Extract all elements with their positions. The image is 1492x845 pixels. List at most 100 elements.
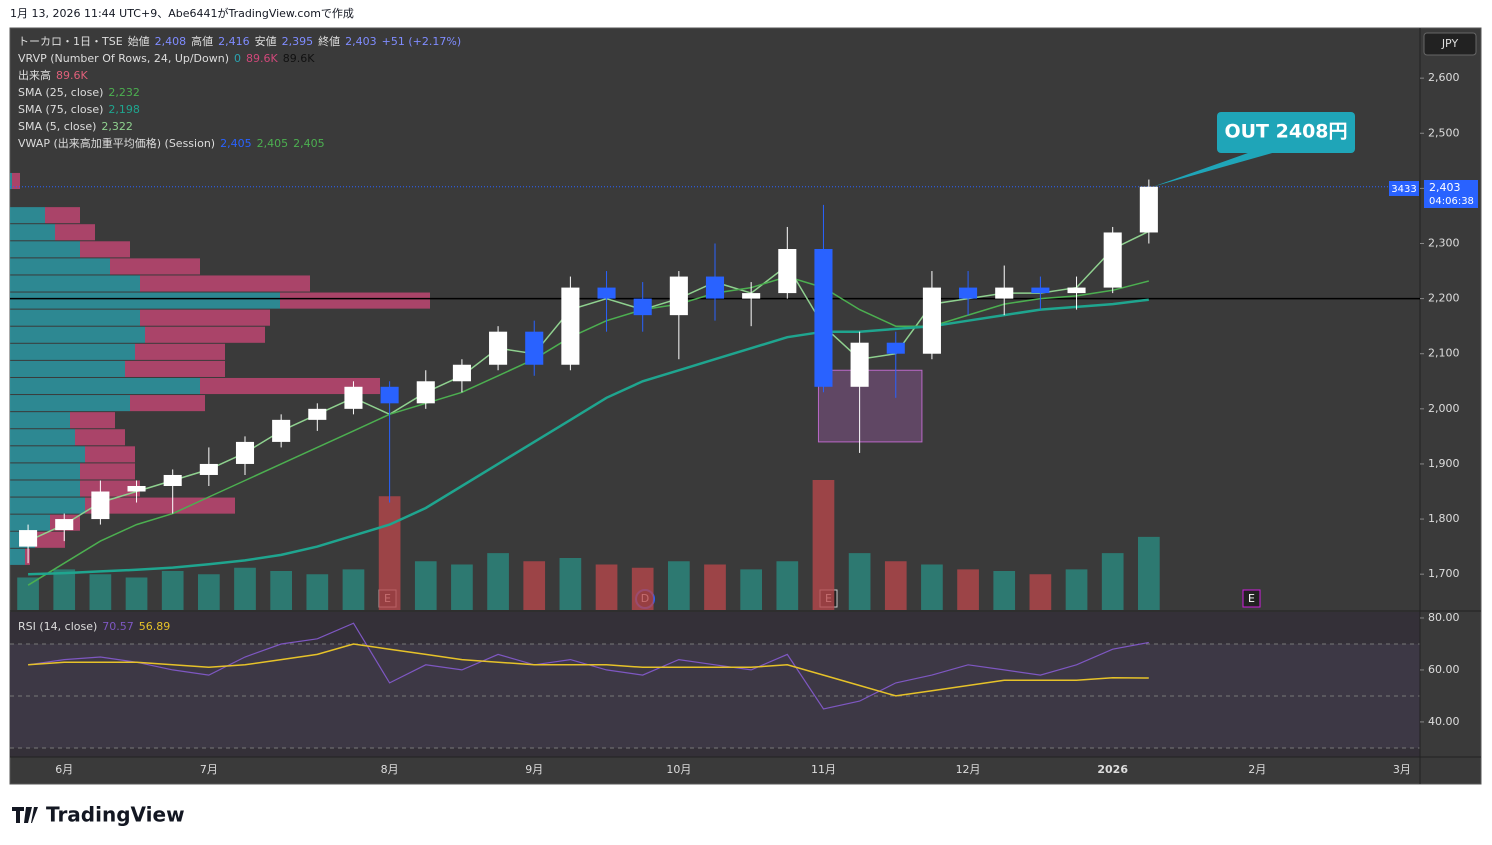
candle-body	[995, 287, 1014, 299]
volume-bar	[993, 571, 1016, 610]
y-tick-label: 2,100	[1428, 347, 1460, 360]
volume-bar	[1138, 536, 1160, 610]
candle-body	[1139, 186, 1158, 233]
legend-text: VRVP (Number Of Rows, 24, Up/Down)	[18, 52, 229, 65]
profile-up	[10, 224, 55, 241]
rsi-ma-line	[28, 643, 1149, 697]
profile-down	[135, 343, 225, 360]
x-tick-label: 11月	[811, 763, 836, 776]
legend-text: 終値	[318, 34, 340, 48]
candle-body	[1067, 287, 1086, 294]
volume-bar	[487, 553, 509, 610]
y-tick-label: 1,700	[1428, 567, 1460, 580]
profile-down	[140, 275, 310, 292]
candle-body	[561, 287, 580, 365]
profile-up	[10, 395, 130, 412]
profile-up	[10, 412, 70, 429]
sma-line	[27, 275, 1149, 586]
logo: TradingView	[12, 803, 185, 827]
volume-bar	[595, 564, 618, 610]
header: 1月 13, 2026 11:44 UTC+9、Abe6441がTradingV…	[10, 6, 354, 20]
volume-bar	[631, 567, 654, 610]
profile-down	[280, 292, 430, 309]
profile-down	[70, 412, 115, 429]
candle-body	[778, 249, 797, 294]
x-tick-label: 3月	[1393, 763, 1411, 776]
legend-text: 2,416	[218, 35, 250, 48]
candle-body	[525, 331, 544, 365]
x-tick-label: 8月	[381, 763, 399, 776]
legend-text: 安値	[255, 34, 277, 48]
legend-text: 0	[234, 52, 241, 65]
candle-body	[199, 463, 218, 475]
legend-text: SMA (5, close)	[18, 120, 96, 133]
candle-body	[235, 441, 255, 464]
y-tick-label: 2,200	[1428, 292, 1460, 305]
y-tick-label: 2,000	[1428, 402, 1460, 415]
candle-body	[886, 342, 905, 354]
legend-text: 56.89	[139, 620, 171, 633]
profile-down	[45, 207, 80, 224]
volume-bar	[414, 561, 437, 610]
candle-body	[452, 364, 471, 382]
legend-text: 70.57	[102, 620, 134, 633]
profile-up	[10, 292, 280, 309]
profile-down	[12, 172, 20, 190]
legend-text: 2,405	[220, 137, 252, 150]
profile-up	[10, 258, 110, 275]
legend-text: トーカロ・1日・TSE	[18, 35, 123, 48]
logo-mark	[12, 807, 38, 823]
candle-body	[163, 474, 182, 486]
candle-body	[850, 342, 869, 387]
profile-down	[35, 531, 65, 548]
sma-line	[28, 298, 1149, 576]
x-tick-label: 9月	[525, 763, 543, 776]
x-tick-label: 10月	[666, 763, 691, 776]
rsi-tick-label: 40.00	[1428, 715, 1460, 728]
profile-up	[10, 207, 45, 224]
legend-text: 2,405	[293, 137, 325, 150]
y-tick-label: 1,900	[1428, 457, 1460, 470]
profile-up	[10, 377, 200, 395]
volume-bar	[378, 496, 401, 610]
legend-text: 2,232	[108, 86, 140, 99]
legend-text: 出来高	[18, 68, 51, 82]
volume-bar	[957, 569, 979, 610]
profile-up	[10, 514, 50, 531]
profile-down	[200, 377, 380, 395]
candle-body	[91, 491, 110, 520]
volume-bar	[306, 574, 329, 610]
profile-down	[80, 463, 135, 480]
profile-up	[10, 326, 145, 343]
profile-down	[110, 258, 200, 275]
legend-text: SMA (75, close)	[18, 103, 103, 116]
earnings-marker[interactable]	[1242, 589, 1261, 608]
profile-down	[130, 395, 205, 412]
volume-bar	[559, 558, 582, 610]
volume-bar	[342, 569, 365, 610]
profile-down	[80, 241, 130, 258]
code-label-box	[1389, 181, 1419, 196]
legend-text: 2,408	[155, 35, 187, 48]
rsi-tick-label: 60.00	[1428, 663, 1460, 676]
volume-bar	[17, 577, 39, 610]
candle-body	[19, 530, 38, 547]
candle-body	[597, 287, 616, 299]
candle-body	[1103, 232, 1122, 288]
x-tick-label: 2026	[1097, 763, 1128, 776]
x-tick-label: 2月	[1248, 763, 1266, 776]
volume-bar	[812, 480, 835, 610]
volume-bar	[1029, 574, 1052, 610]
currency-box[interactable]	[1423, 32, 1477, 56]
candle-body	[344, 386, 363, 409]
profile-up	[10, 463, 80, 480]
legend-text: 2,403	[345, 35, 377, 48]
callout-text: OUT 2408円	[1224, 121, 1347, 143]
volume-bar	[921, 564, 943, 610]
y-tick-label: 1,800	[1428, 512, 1460, 525]
profile-down	[125, 360, 225, 377]
volume-bar	[884, 561, 907, 610]
candle-body	[959, 287, 978, 299]
volume-bar	[1065, 569, 1088, 610]
